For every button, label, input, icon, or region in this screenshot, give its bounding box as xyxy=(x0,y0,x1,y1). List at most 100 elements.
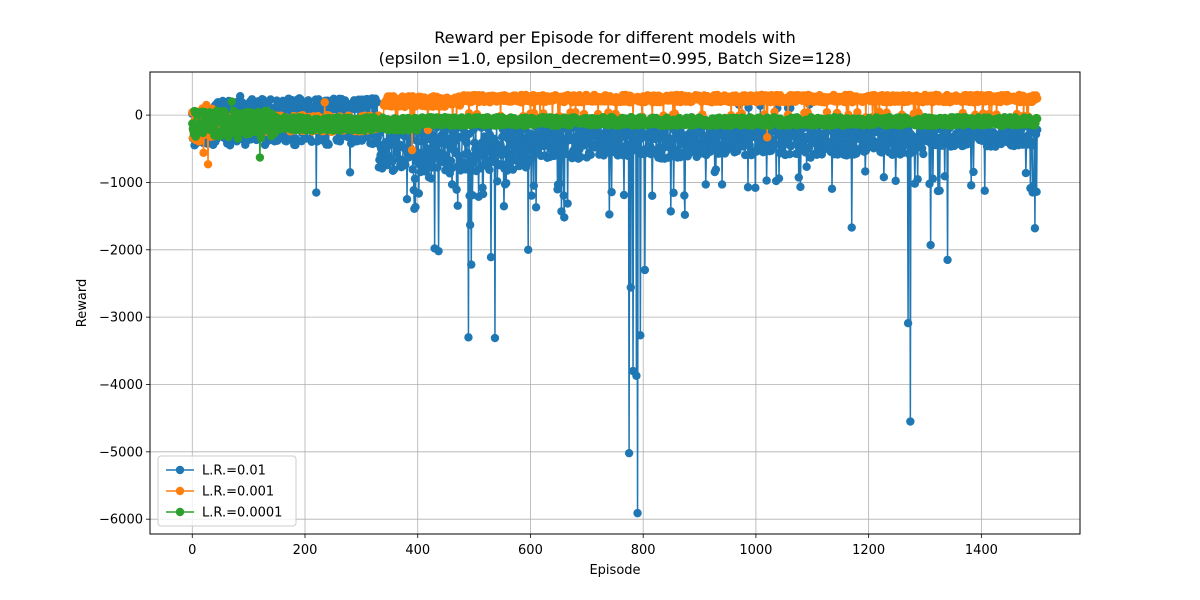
data-point xyxy=(785,149,794,159)
data-point xyxy=(235,92,245,101)
data-point xyxy=(467,260,476,269)
data-point xyxy=(266,95,275,104)
x-tick-label: 600 xyxy=(518,543,543,558)
data-point xyxy=(203,160,213,169)
data-point xyxy=(913,175,922,184)
data-point xyxy=(563,199,572,208)
plot-frame xyxy=(149,71,1081,535)
legend-label: L.R.=0.01 xyxy=(202,464,266,479)
data-point xyxy=(452,185,461,194)
data-point xyxy=(717,180,727,189)
data-point xyxy=(227,97,236,106)
data-point xyxy=(324,140,333,149)
data-point xyxy=(555,179,564,188)
data-point xyxy=(940,172,949,181)
legend-label: L.R.=0.0001 xyxy=(202,506,282,521)
data-point xyxy=(804,143,814,153)
data-point xyxy=(666,207,675,216)
legend: L.R.=0.01 L.R.=0.001 L.R.=0.0001 xyxy=(157,455,297,527)
data-point xyxy=(943,255,952,265)
data-point xyxy=(650,134,660,144)
data-point xyxy=(640,265,650,275)
data-point xyxy=(802,162,811,171)
y-axis-label: Reward xyxy=(75,279,90,327)
chart-subtitle: (epsilon =1.0, epsilon_decrement=0.995, … xyxy=(379,49,852,69)
data-point xyxy=(531,203,541,212)
x-tick-label: 0 xyxy=(188,543,196,558)
data-point xyxy=(526,129,535,138)
y-tick-label: 0 xyxy=(135,109,143,124)
data-point xyxy=(729,137,739,146)
data-point xyxy=(490,333,500,343)
legend-label: L.R.=0.001 xyxy=(202,485,274,500)
data-point xyxy=(463,148,472,157)
x-tick-label: 800 xyxy=(631,543,656,558)
data-point xyxy=(465,220,475,230)
x-axis-ticks: 0 200 400 600 800 1000 1200 1400 xyxy=(188,534,998,558)
data-point xyxy=(624,140,633,149)
data-point xyxy=(478,183,487,192)
data-point xyxy=(743,183,753,192)
data-point xyxy=(427,174,436,183)
data-point xyxy=(607,187,616,197)
x-axis-label: Episode xyxy=(589,563,640,578)
data-point xyxy=(485,165,494,174)
data-point xyxy=(576,152,585,162)
data-point xyxy=(680,191,689,200)
data-point xyxy=(827,184,837,194)
data-point xyxy=(434,246,443,256)
data-point xyxy=(423,125,433,135)
data-point xyxy=(433,163,442,172)
plot-area xyxy=(188,90,1042,518)
data-point xyxy=(762,133,772,142)
data-point xyxy=(478,189,488,199)
data-point xyxy=(410,174,420,183)
data-point xyxy=(453,201,462,210)
data-point xyxy=(853,108,862,117)
data-point xyxy=(462,138,471,148)
data-point xyxy=(636,331,645,340)
data-point xyxy=(624,448,634,458)
data-point xyxy=(891,176,900,186)
data-point xyxy=(903,319,913,328)
data-point xyxy=(751,183,760,193)
data-point xyxy=(255,153,265,162)
data-point xyxy=(861,167,870,176)
data-point xyxy=(291,140,300,150)
data-point xyxy=(1021,168,1031,178)
data-point xyxy=(388,157,397,166)
x-tick-label: 1000 xyxy=(739,543,772,558)
data-point xyxy=(320,98,329,107)
data-point xyxy=(793,149,802,159)
y-axis-ticks: 0−1000−2000−3000−4000−5000−6000 xyxy=(99,109,150,528)
data-point xyxy=(966,137,975,146)
data-point xyxy=(928,174,938,183)
data-point xyxy=(680,210,690,219)
data-point xyxy=(414,189,424,198)
data-point xyxy=(847,223,856,232)
legend-marker xyxy=(175,507,185,517)
data-point xyxy=(559,191,568,200)
y-tick-label: −1000 xyxy=(99,176,143,191)
data-point xyxy=(529,181,539,190)
data-point xyxy=(402,195,412,204)
y-tick-label: −3000 xyxy=(99,311,143,326)
x-tick-label: 200 xyxy=(293,543,318,558)
data-point xyxy=(411,202,420,212)
data-point xyxy=(527,191,536,200)
data-point xyxy=(486,253,496,262)
data-point xyxy=(457,157,466,167)
data-point xyxy=(701,180,710,189)
x-tick-label: 1200 xyxy=(852,543,885,558)
data-point xyxy=(980,186,989,195)
data-point xyxy=(619,190,629,200)
series-line xyxy=(191,96,1038,514)
data-point xyxy=(408,165,417,174)
data-point xyxy=(794,173,803,182)
data-point xyxy=(524,245,533,254)
y-tick-label: −4000 xyxy=(99,378,143,393)
title-group: Reward per Episode for different models … xyxy=(379,28,852,69)
data-point xyxy=(1032,94,1042,103)
data-point xyxy=(508,165,518,174)
series-1 xyxy=(188,90,1042,169)
